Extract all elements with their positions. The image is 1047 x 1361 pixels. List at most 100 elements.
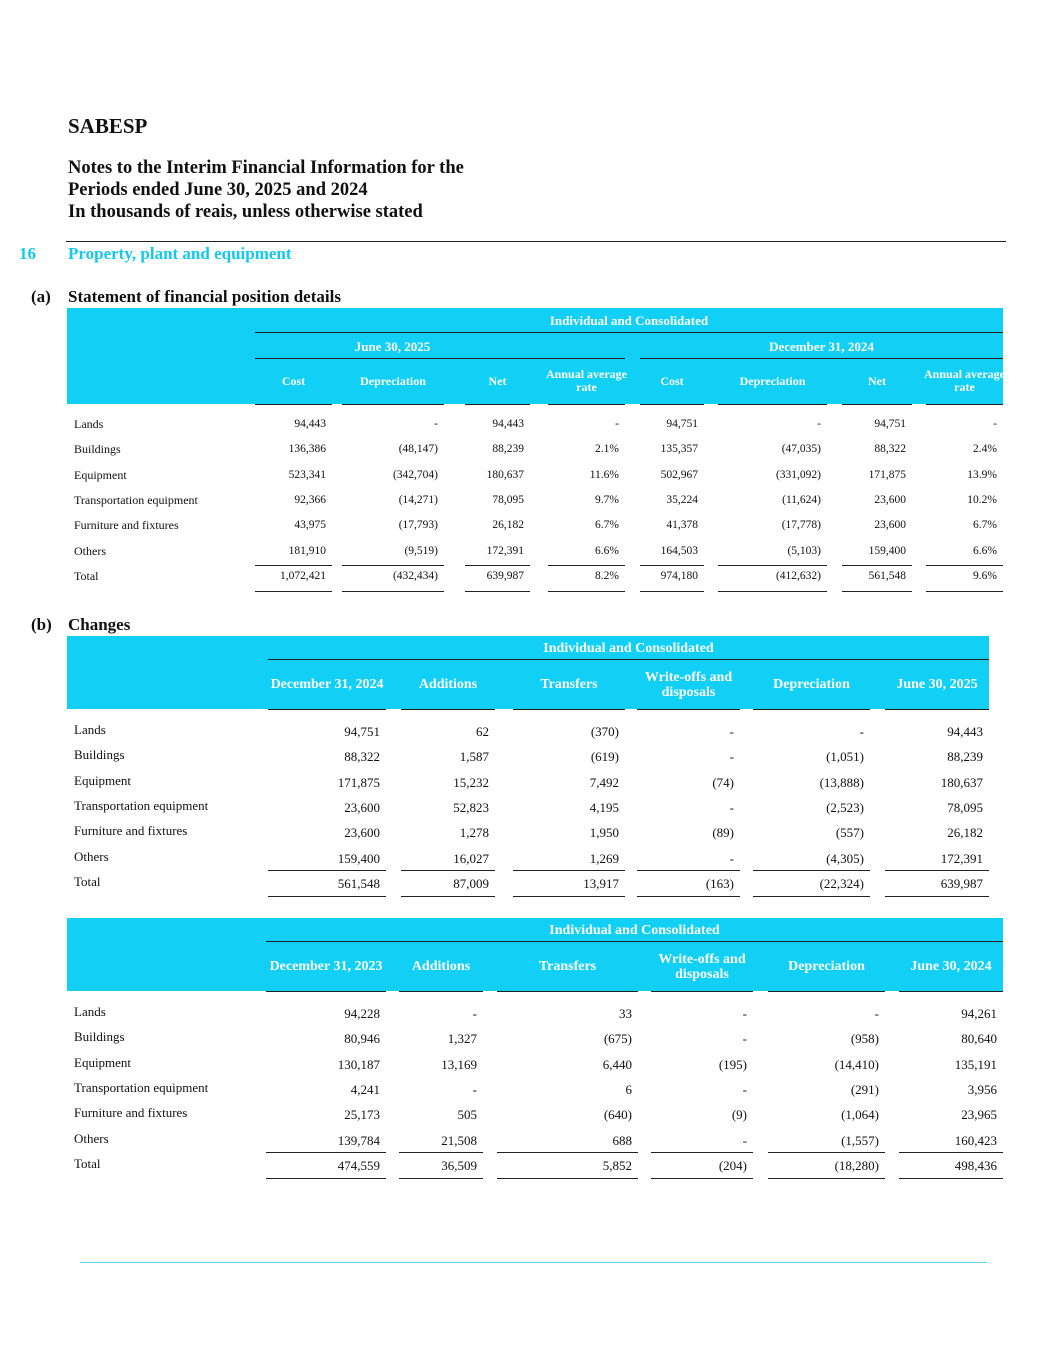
- total-bottom-rule: [651, 1178, 753, 1179]
- row-label: Total: [74, 873, 101, 889]
- table-cell: 135,357: [660, 443, 698, 456]
- table-cell: -: [874, 1006, 879, 1021]
- table-cell: 1,327: [447, 1031, 477, 1047]
- table-cell: -: [615, 418, 619, 430]
- total-top-rule: [640, 565, 704, 566]
- row-label: Others: [74, 848, 109, 864]
- table-cell: 6.6%: [973, 544, 997, 557]
- table-cell: 88,322: [344, 749, 380, 765]
- table-cell: 33: [619, 1006, 632, 1021]
- column-header: Cost: [660, 373, 684, 388]
- row-label: Transportation equipment: [74, 1079, 209, 1095]
- table-cell: 94,751: [666, 418, 698, 430]
- column-header: December 31, 2024: [270, 677, 384, 692]
- table-cell: 13.9%: [967, 468, 997, 481]
- table-cell: 94,751: [344, 724, 380, 739]
- band-title: Individual and Consolidated: [549, 313, 709, 328]
- table-cell: (640): [603, 1107, 632, 1123]
- table-cell: (18,280): [834, 1157, 879, 1173]
- row-label: Transportation equipment: [74, 492, 198, 507]
- table-cell: -: [434, 418, 438, 430]
- column-underline: [401, 709, 495, 710]
- column-underline: [718, 404, 827, 405]
- table-cell: (17,793): [398, 519, 438, 532]
- table-cell: (1,557): [841, 1132, 879, 1148]
- table-cell: (48,147): [398, 443, 438, 456]
- table-header-band: [67, 636, 989, 709]
- total-bottom-rule: [465, 591, 530, 592]
- table-cell: 1,587: [459, 749, 489, 765]
- table-cell: 561,548: [337, 875, 380, 891]
- table-cell: 4,195: [589, 799, 619, 815]
- total-bottom-rule: [842, 591, 912, 592]
- total-bottom-rule: [513, 896, 625, 897]
- column-underline: [640, 404, 704, 405]
- part-a-title: Statement of financial position details: [68, 287, 341, 306]
- table-cell: -: [742, 1006, 747, 1021]
- table-cell: 6: [625, 1081, 633, 1097]
- column-underline: [255, 404, 332, 405]
- column-header: June 30, 2025: [896, 677, 978, 692]
- total-bottom-rule: [768, 1178, 885, 1179]
- table-cell: 502,967: [660, 468, 698, 481]
- row-label: Lands: [74, 1004, 106, 1019]
- period-header: June 30, 2025: [354, 339, 431, 354]
- column-header: Depreciation: [360, 373, 426, 388]
- table-cell: (89): [712, 825, 734, 841]
- row-label: Buildings: [74, 747, 125, 763]
- table-cell: (74): [712, 774, 734, 790]
- row-label: Transportation equipment: [74, 797, 209, 813]
- title-line-2: Periods ended June 30, 2025 and 2024: [68, 180, 368, 200]
- total-top-rule: [497, 1152, 638, 1153]
- table-cell: 78,095: [492, 493, 524, 506]
- table-cell: 21,508: [441, 1132, 477, 1148]
- footer-rule: [80, 1262, 987, 1263]
- table-cell: (5,103): [787, 544, 821, 557]
- table-cell: 94,751: [874, 418, 906, 430]
- table-cell: 974,180: [660, 569, 698, 582]
- table-cell: 136,386: [288, 443, 326, 456]
- total-bottom-rule: [718, 591, 827, 592]
- table-cell: (432,434): [392, 569, 438, 582]
- table-cell: -: [859, 724, 864, 739]
- table-cell: -: [817, 418, 821, 430]
- table-cell: 498,436: [954, 1157, 997, 1173]
- column-underline: [899, 991, 1003, 992]
- table-cell: (9,519): [404, 544, 438, 557]
- row-label: Lands: [74, 417, 104, 431]
- table-cell: 6,440: [602, 1056, 632, 1072]
- table-cell: 87,009: [453, 875, 489, 891]
- table-cell: 7,492: [589, 774, 619, 790]
- table-cell: (195): [718, 1056, 747, 1072]
- total-top-rule: [548, 565, 625, 566]
- table-cell: -: [742, 1132, 747, 1148]
- table-cell: 172,391: [486, 544, 524, 557]
- table-cell: 1,278: [459, 825, 489, 841]
- total-bottom-rule: [899, 1178, 1003, 1179]
- total-top-rule: [926, 565, 1003, 566]
- band-divider: [255, 332, 1003, 333]
- table-cell: 171,875: [337, 774, 380, 790]
- table-cell: (204): [718, 1157, 747, 1173]
- table-cell: -: [742, 1031, 747, 1047]
- column-header: Net: [868, 373, 886, 388]
- table-cell: 25,173: [344, 1107, 380, 1123]
- total-top-rule: [899, 1152, 1003, 1153]
- column-underline: [651, 991, 753, 992]
- table-cell: 172,391: [940, 850, 983, 866]
- part-a-marker: (a): [31, 287, 51, 306]
- column-underline: [513, 709, 625, 710]
- table-cell: (1,051): [826, 749, 864, 765]
- table-cell: 523,341: [288, 468, 326, 481]
- table-cell: 26,182: [947, 825, 983, 841]
- table-cell: 1,269: [589, 850, 619, 866]
- total-top-rule: [255, 565, 332, 566]
- column-header: Depreciation: [773, 677, 850, 692]
- row-label: Others: [74, 1130, 109, 1146]
- table-cell: 80,640: [961, 1031, 997, 1047]
- column-underline: [842, 404, 912, 405]
- column-underline: [926, 404, 1003, 405]
- column-underline: [768, 991, 885, 992]
- column-header: Cost: [281, 373, 306, 388]
- total-bottom-rule: [266, 1178, 386, 1179]
